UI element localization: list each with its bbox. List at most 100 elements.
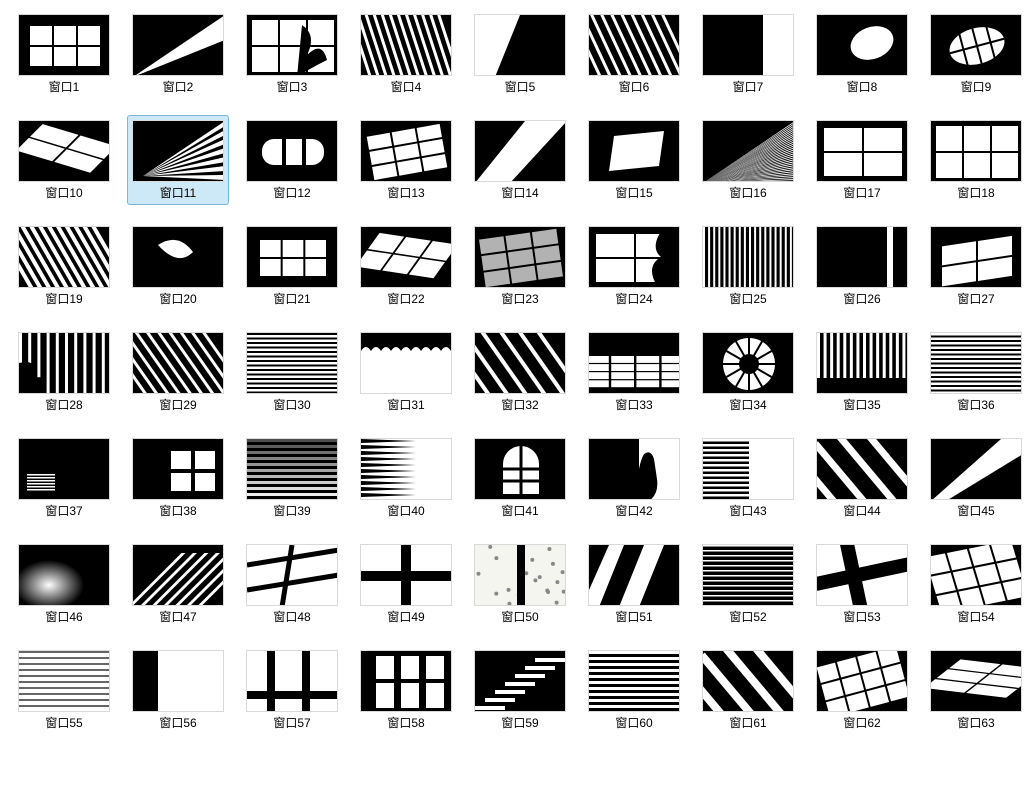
- thumbnail-label: 窗口51: [615, 610, 652, 624]
- thumbnail-item[interactable]: 窗口36: [926, 328, 1026, 416]
- thumbnail-label: 窗口37: [45, 504, 82, 518]
- thumbnail-item[interactable]: 窗口59: [470, 646, 570, 734]
- thumbnail-item[interactable]: 窗口40: [356, 434, 456, 522]
- thumbnail-item[interactable]: ect x="0" y="-20" width="4" height="102"…: [128, 540, 228, 628]
- thumbnail-item[interactable]: 窗口52: [698, 540, 798, 628]
- thumbnail-label: 窗口25: [729, 292, 766, 306]
- thumbnail-label: 窗口63: [957, 716, 994, 730]
- thumbnail-item[interactable]: 窗口18: [926, 116, 1026, 204]
- thumbnail-label: 窗口29: [159, 398, 196, 412]
- thumbnail-item[interactable]: 窗口12: [242, 116, 342, 204]
- thumbnail-item[interactable]: 窗口39: [242, 434, 342, 522]
- thumbnail-label: 窗口5: [505, 80, 536, 94]
- thumbnail-item[interactable]: 窗口60: [584, 646, 684, 734]
- thumbnail-label: 窗口35: [843, 398, 880, 412]
- thumbnail-item[interactable]: 窗口6: [584, 10, 684, 98]
- thumbnail-item[interactable]: transform="rotate(0 46 31)">窗口22: [356, 222, 456, 310]
- thumbnail-label: 窗口62: [843, 716, 880, 730]
- thumbnail-item[interactable]: 窗口45: [926, 434, 1026, 522]
- thumbnail-image: [588, 544, 680, 606]
- thumbnail-item[interactable]: 窗口28: [14, 328, 114, 416]
- thumbnail-item[interactable]: 窗口3: [242, 10, 342, 98]
- thumbnail-image: [246, 438, 338, 500]
- thumbnail-image: [702, 544, 794, 606]
- thumbnail-image: transform="rotate(0 46 31)">: [930, 226, 1022, 288]
- thumbnail-item[interactable]: 窗口57: [242, 646, 342, 734]
- thumbnail-item[interactable]: 窗口1: [14, 10, 114, 98]
- thumbnail-item[interactable]: 窗口19: [14, 222, 114, 310]
- thumbnail-image: transform="rotate(0 46 31)">: [930, 650, 1022, 712]
- thumbnail-image: [132, 14, 224, 76]
- thumbnail-label: 窗口12: [273, 186, 310, 200]
- thumbnail-label: 窗口10: [45, 186, 82, 200]
- thumbnail-item[interactable]: 窗口29: [128, 328, 228, 416]
- thumbnail-label: 窗口8: [847, 80, 878, 94]
- thumbnail-label: 窗口21: [273, 292, 310, 306]
- thumbnail-item[interactable]: 窗口13: [356, 116, 456, 204]
- thumbnail-item[interactable]: 窗口15: [584, 116, 684, 204]
- thumbnail-item[interactable]: 窗口34: [698, 328, 798, 416]
- thumbnail-item[interactable]: 窗口55: [14, 646, 114, 734]
- thumbnail-item[interactable]: 窗口37: [14, 434, 114, 522]
- thumbnail-item[interactable]: 窗口56: [128, 646, 228, 734]
- thumbnail-item[interactable]: 窗口51: [584, 540, 684, 628]
- thumbnail-item[interactable]: 窗口41: [470, 434, 570, 522]
- thumbnail-item[interactable]: 窗口9: [926, 10, 1026, 98]
- thumbnail-item[interactable]: 窗口38: [128, 434, 228, 522]
- thumbnail-item[interactable]: 窗口42: [584, 434, 684, 522]
- thumbnail-item[interactable]: 窗口17: [812, 116, 912, 204]
- thumbnail-item[interactable]: 窗口43: [698, 434, 798, 522]
- thumbnail-item[interactable]: 窗口61: [698, 646, 798, 734]
- thumbnail-item[interactable]: 窗口20: [128, 222, 228, 310]
- thumbnail-item[interactable]: transform="rotate(0 46 31)">窗口27: [926, 222, 1026, 310]
- thumbnail-item[interactable]: 窗口44: [812, 434, 912, 522]
- thumbnail-item[interactable]: 窗口21: [242, 222, 342, 310]
- thumbnail-image: [816, 120, 908, 182]
- thumbnail-item[interactable]: 窗口2: [128, 10, 228, 98]
- thumbnail-item[interactable]: 窗口16: [698, 116, 798, 204]
- thumbnail-item[interactable]: 窗口7: [698, 10, 798, 98]
- thumbnail-image: [816, 14, 908, 76]
- thumbnail-item[interactable]: 窗口50: [470, 540, 570, 628]
- thumbnail-item[interactable]: 窗口58: [356, 646, 456, 734]
- thumbnail-label: 窗口28: [45, 398, 82, 412]
- thumbnail-item[interactable]: 窗口5: [470, 10, 570, 98]
- thumbnail-image: [588, 650, 680, 712]
- thumbnail-grid: 窗口1窗口2窗口3窗口4 窗口5 窗口6 窗口7 窗口8 窗口9 transform="ro…: [0, 0, 1026, 744]
- thumbnail-image: [132, 438, 224, 500]
- thumbnail-item[interactable]: 窗口4: [356, 10, 456, 98]
- thumbnail-item[interactable]: 窗口32: [470, 328, 570, 416]
- thumbnail-label: 窗口11: [160, 186, 196, 200]
- thumbnail-item[interactable]: 窗口31: [356, 328, 456, 416]
- thumbnail-item[interactable]: 窗口35: [812, 328, 912, 416]
- thumbnail-item[interactable]: 窗口26: [812, 222, 912, 310]
- thumbnail-image: [18, 650, 110, 712]
- thumbnail-label: 窗口7: [733, 80, 764, 94]
- thumbnail-label: 窗口55: [45, 716, 82, 730]
- thumbnail-item[interactable]: 窗口8: [812, 10, 912, 98]
- thumbnail-item[interactable]: 窗口23: [470, 222, 570, 310]
- thumbnail-item[interactable]: transform="rotate(0 46 31)"> 窗口63: [926, 646, 1026, 734]
- thumbnail-image: [474, 438, 566, 500]
- thumbnail-item[interactable]: transform="rotate(0 46 31)">窗口33: [584, 328, 684, 416]
- thumbnail-label: 窗口59: [501, 716, 538, 730]
- thumbnail-label: 窗口52: [729, 610, 766, 624]
- thumbnail-item[interactable]: 窗口49: [356, 540, 456, 628]
- thumbnail-item[interactable]: 窗口24: [584, 222, 684, 310]
- thumbnail-item[interactable]: 窗口25: [698, 222, 798, 310]
- thumbnail-image: [360, 544, 452, 606]
- thumbnail-label: 窗口61: [729, 716, 766, 730]
- thumbnail-label: 窗口57: [273, 716, 310, 730]
- thumbnail-item[interactable]: 窗口46: [14, 540, 114, 628]
- thumbnail-image: [816, 650, 908, 712]
- thumbnail-item[interactable]: 窗口48: [242, 540, 342, 628]
- thumbnail-item[interactable]: 窗口30: [242, 328, 342, 416]
- thumbnail-item[interactable]: transform="rotate(0 46 31)">窗口54: [926, 540, 1026, 628]
- thumbnail-image: [18, 332, 110, 394]
- thumbnail-label: 窗口6: [619, 80, 650, 94]
- thumbnail-item[interactable]: 窗口14: [470, 116, 570, 204]
- thumbnail-item[interactable]: 窗口62: [812, 646, 912, 734]
- thumbnail-item[interactable]: 窗口53: [812, 540, 912, 628]
- thumbnail-item[interactable]: 窗口11: [128, 116, 228, 204]
- thumbnail-item[interactable]: transform="rotate(0 46 31)">窗口10: [14, 116, 114, 204]
